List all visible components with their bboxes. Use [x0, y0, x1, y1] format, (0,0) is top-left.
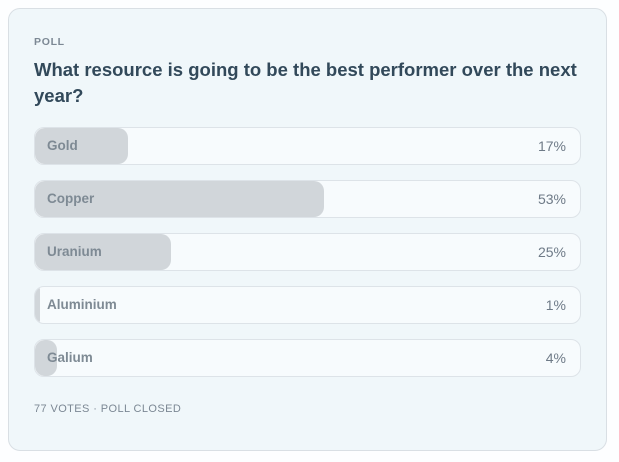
poll-question: What resource is going to be the best pe… [34, 59, 577, 106]
poll-footer: 77 VOTES · POLL CLOSED [34, 403, 182, 416]
poll-option-percent: 1% [545, 297, 566, 314]
poll-option-label: Galium [47, 350, 93, 366]
poll-option-fill-bar [35, 181, 324, 218]
poll-option-row: Copper 53% [34, 180, 581, 219]
poll-option-percent: 17% [537, 138, 566, 155]
poll-kicker: POLL [34, 36, 65, 48]
poll-option-fill-bar [35, 287, 41, 324]
poll-options: Gold 17% Copper 53% Uranium 25% Aluminium 1% Gal… [34, 127, 581, 378]
poll-option-row: Gold 17% [34, 127, 581, 166]
poll-card: POLL What resource is going to be the be… [8, 8, 607, 451]
poll-option-row: Uranium 25% [34, 233, 581, 272]
poll-option-percent: 4% [545, 350, 566, 367]
poll-option-fill-bar [35, 234, 172, 271]
poll-option-label: Copper [47, 191, 95, 207]
poll-option-percent: 25% [537, 244, 566, 261]
poll-option-row: Galium 4% [34, 339, 581, 378]
poll-option-row: Aluminium 1% [34, 286, 581, 325]
poll-option-fill-bar [35, 128, 128, 165]
poll-option-label: Aluminium [47, 297, 117, 313]
poll-option-label: Gold [47, 138, 78, 154]
poll-option-percent: 53% [537, 191, 566, 208]
poll-option-fill-bar [35, 340, 57, 377]
poll-option-label: Uranium [47, 244, 102, 260]
